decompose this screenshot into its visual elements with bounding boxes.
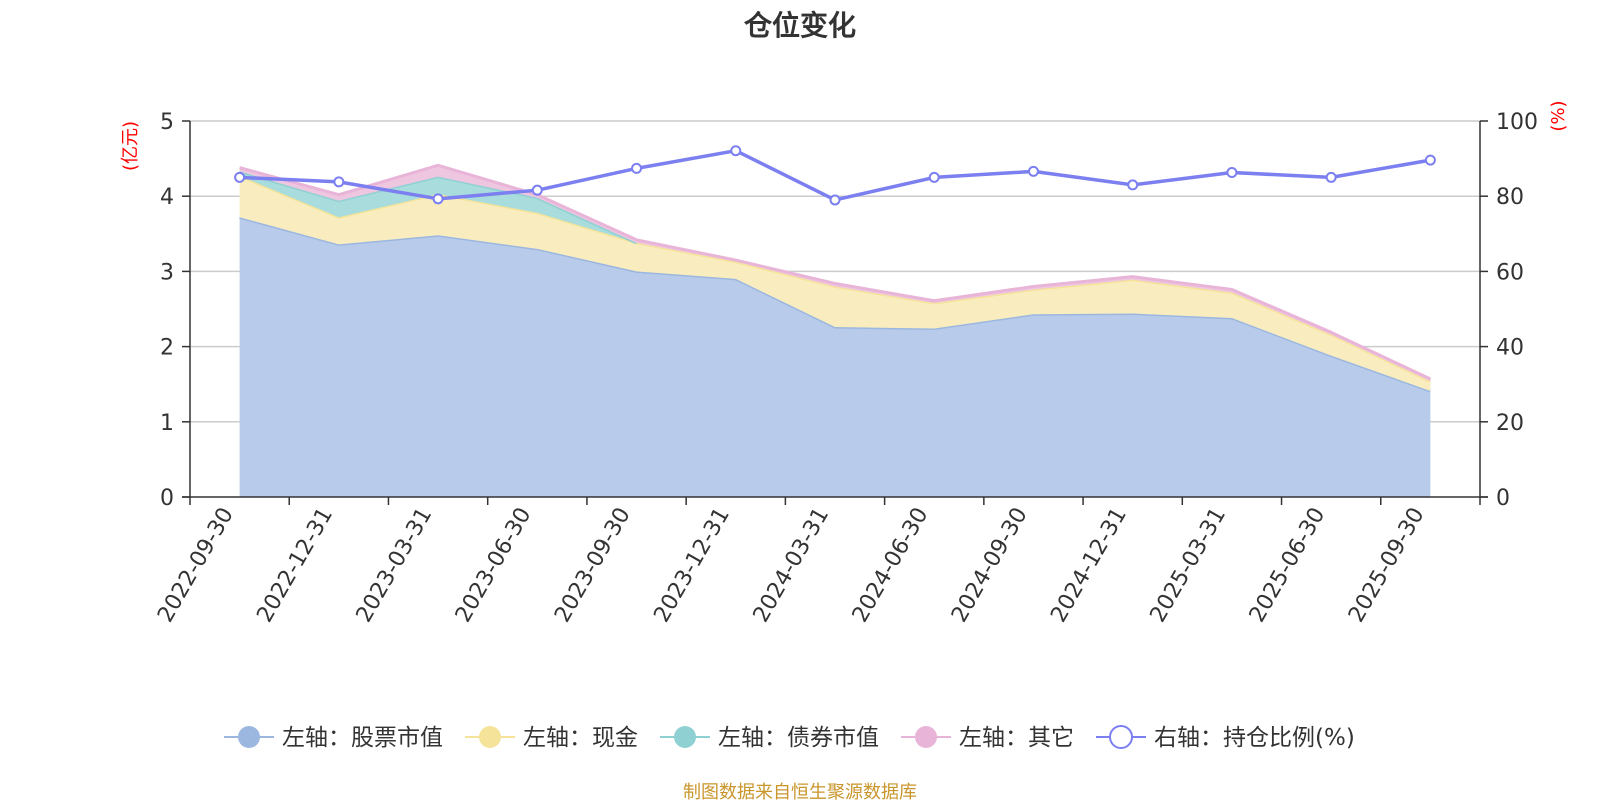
x-axis-tick-label: 2024-09-30: [947, 504, 1033, 627]
ratio-point: [1226, 167, 1238, 179]
x-axis-tick-label: 2024-06-30: [848, 504, 934, 627]
x-axis-tick-label: 2025-09-30: [1344, 504, 1430, 627]
ratio-point: [829, 194, 841, 206]
legend-label: 右轴：持仓比例(%): [1154, 725, 1355, 751]
legend-label: 左轴：股票市值: [282, 725, 443, 751]
legend-item: 右轴：持仓比例(%): [1096, 725, 1355, 751]
legend-marker: [674, 726, 696, 748]
right-axis-tick-label: 100: [1496, 110, 1538, 135]
ratio-point: [1127, 179, 1139, 191]
x-axis-tick-label: 2023-03-31: [352, 504, 438, 627]
x-axis-tick-label: 2022-12-31: [252, 504, 338, 627]
ratio-point: [928, 171, 940, 183]
ratio-point: [531, 184, 543, 196]
x-axis-tick-label: 2024-03-31: [749, 504, 835, 627]
legend-item: 左轴：股票市值: [224, 725, 443, 751]
x-axis-tick-label: 2025-03-31: [1146, 504, 1232, 627]
left-axis-tick-label: 4: [160, 185, 174, 210]
right-axis-tick-label: 20: [1496, 411, 1524, 436]
ratio-point: [1424, 154, 1436, 166]
right-axis-tick-label: 40: [1496, 336, 1524, 361]
right-axis-tick-label: 0: [1496, 486, 1510, 511]
ratio-point: [1027, 165, 1039, 177]
ratio-point: [432, 193, 444, 205]
left-axis-tick-label: 3: [160, 260, 174, 285]
left-axis-unit: (亿元): [120, 121, 141, 171]
stacked-areas: [239, 163, 1432, 498]
right-axis-unit: (%): [1548, 100, 1569, 131]
area-左轴：现金: [239, 175, 1431, 391]
legend-marker: [238, 726, 260, 748]
right-axis-tick-label: 60: [1496, 260, 1524, 285]
right-axis-tick-label: 80: [1496, 185, 1524, 210]
ratio-point: [631, 162, 643, 174]
left-axis-tick-label: 0: [160, 486, 174, 511]
x-axis-tick-label: 2024-12-31: [1046, 504, 1132, 627]
left-axis-tick-label: 5: [160, 110, 174, 135]
legend-label: 左轴：现金: [523, 725, 638, 751]
area-edge-左轴：其它: [239, 163, 1432, 381]
ratio-line: [234, 145, 1436, 206]
legend-marker: [1109, 725, 1133, 749]
x-axis-tick-label: 2023-06-30: [451, 504, 537, 627]
x-axis-tick-label: 2023-12-31: [649, 504, 735, 627]
data-source-note: 制图数据来自恒生聚源数据库: [683, 782, 917, 803]
legend-label: 左轴：债券市值: [718, 725, 879, 751]
ratio-point: [234, 171, 246, 183]
x-axis-tick-label: 2023-09-30: [550, 504, 636, 627]
legend: 左轴：股票市值 左轴：现金 左轴：债券市值 左轴：其它 右轴：持仓比例(%): [224, 725, 1355, 751]
ratio-point: [333, 176, 345, 188]
ratio-point: [1325, 171, 1337, 183]
area-左轴：股票市值: [239, 217, 1431, 498]
legend-item: 左轴：现金: [465, 725, 638, 751]
left-axis-tick-label: 1: [160, 411, 174, 436]
left-axis-tick-label: 2: [160, 336, 174, 361]
legend-marker: [915, 726, 937, 748]
legend-label: 左轴：其它: [959, 725, 1074, 751]
ratio-point: [730, 145, 742, 157]
chart-title: 仓位变化: [743, 9, 856, 42]
legend-marker: [479, 726, 501, 748]
x-axis-tick-label: 2025-06-30: [1245, 504, 1331, 627]
legend-item: 左轴：债券市值: [660, 725, 879, 751]
legend-item: 左轴：其它: [901, 725, 1074, 751]
x-axis-tick-label: 2022-09-30: [153, 504, 239, 627]
